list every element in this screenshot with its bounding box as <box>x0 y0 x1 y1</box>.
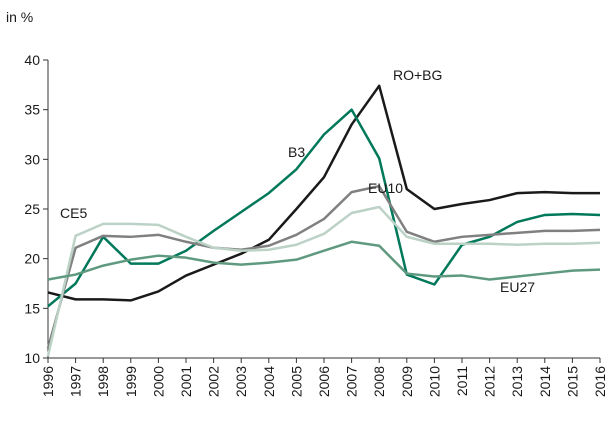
y-tick-label: 35 <box>24 102 40 118</box>
series-label: RO+BG <box>393 67 442 83</box>
series-line <box>47 240 601 281</box>
y-tick-label: 10 <box>24 350 40 366</box>
series-label: B3 <box>288 144 305 160</box>
x-tick-label: 1998 <box>95 366 111 397</box>
series-label: CE5 <box>60 205 87 221</box>
y-tick-label: 40 <box>24 52 40 68</box>
series-label: EU27 <box>500 279 535 295</box>
x-tick-label: 2013 <box>509 366 525 397</box>
y-tick-label: 25 <box>24 201 40 217</box>
x-tick-label: 2011 <box>454 366 470 396</box>
x-tick-label: 2014 <box>537 366 553 397</box>
x-tick-label: 1999 <box>123 366 139 397</box>
x-tick-label: 2006 <box>316 366 332 397</box>
x-tick-label: 2012 <box>482 366 498 397</box>
x-tick-label: 2015 <box>564 366 580 397</box>
x-tick-label: 2000 <box>150 366 166 397</box>
x-tick-label: 2002 <box>206 366 222 397</box>
x-tick-label: 1997 <box>68 366 84 397</box>
series-line <box>47 84 600 302</box>
x-tick-label: 2004 <box>261 366 277 397</box>
y-tick-label: 20 <box>24 251 40 267</box>
x-tick-label: 2016 <box>592 366 608 397</box>
x-tick-label: 2007 <box>344 366 360 397</box>
x-tick-label: 2001 <box>178 366 194 397</box>
x-tick-label: 2003 <box>233 366 249 397</box>
x-tick-label: 2010 <box>426 366 442 397</box>
y-tick-label: 15 <box>24 300 40 316</box>
x-tick-label: 2009 <box>399 366 415 397</box>
series-label: EU10 <box>368 180 403 196</box>
x-tick-label: 2008 <box>371 366 387 397</box>
y-tick-label: 30 <box>24 151 40 167</box>
series-line <box>46 205 601 357</box>
y-axis-label: in % <box>6 9 33 25</box>
x-tick-label: 2005 <box>288 366 304 397</box>
x-tick-label: 1996 <box>40 366 56 397</box>
series-line <box>46 184 601 349</box>
series-line <box>47 108 601 308</box>
